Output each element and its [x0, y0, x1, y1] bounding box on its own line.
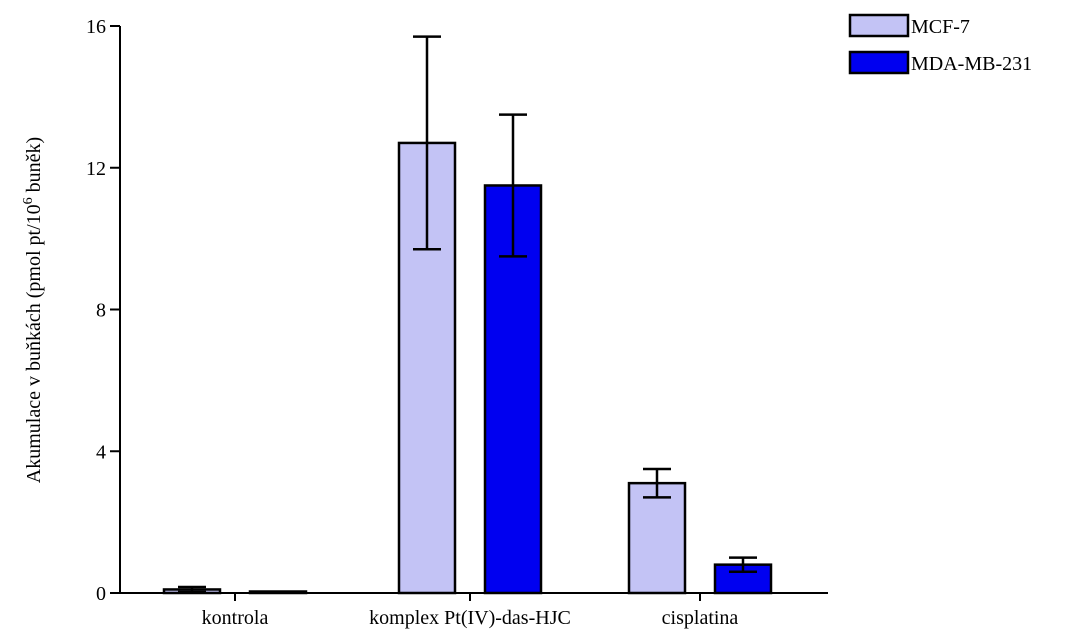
y-axis-title-suffix: buněk) — [23, 137, 45, 198]
y-axis-title-text: Akumulace v buňkách (pmol pt/106 buněk) — [21, 137, 45, 483]
legend: MCF-7 MDA-MB-231 — [848, 13, 1032, 75]
bar — [483, 184, 543, 595]
legend-label: MCF-7 — [911, 16, 970, 38]
x-category-label: komplex Pt(IV)-das-HJC — [369, 607, 571, 629]
y-tick-label: 12 — [86, 158, 106, 180]
bar — [627, 481, 687, 595]
legend-swatch — [848, 13, 910, 38]
bar — [248, 590, 308, 595]
y-ticks: 0 4 8 12 16 — [86, 16, 120, 605]
y-axis-title-main: Akumulace v buňkách (pmol pt/10 — [23, 204, 45, 483]
y-tick-label: 8 — [96, 300, 106, 322]
y-axis-title: Akumulace v buňkách (pmol pt/106 buněk) — [21, 137, 45, 483]
x-category-label: kontrola — [202, 607, 269, 629]
x-category-label: cisplatina — [662, 607, 739, 629]
y-tick-label: 4 — [96, 441, 106, 463]
y-tick-label: 16 — [86, 16, 106, 38]
x-category-labels: kontrola komplex Pt(IV)-das-HJC cisplatina — [202, 593, 739, 629]
axes — [119, 26, 828, 594]
legend-swatch — [848, 50, 910, 75]
y-axis-title-superscript: 6 — [21, 197, 36, 204]
bars — [162, 141, 773, 595]
error-bars — [178, 35, 757, 594]
legend-label: MDA-MB-231 — [911, 53, 1032, 75]
y-tick-label: 0 — [96, 583, 106, 605]
